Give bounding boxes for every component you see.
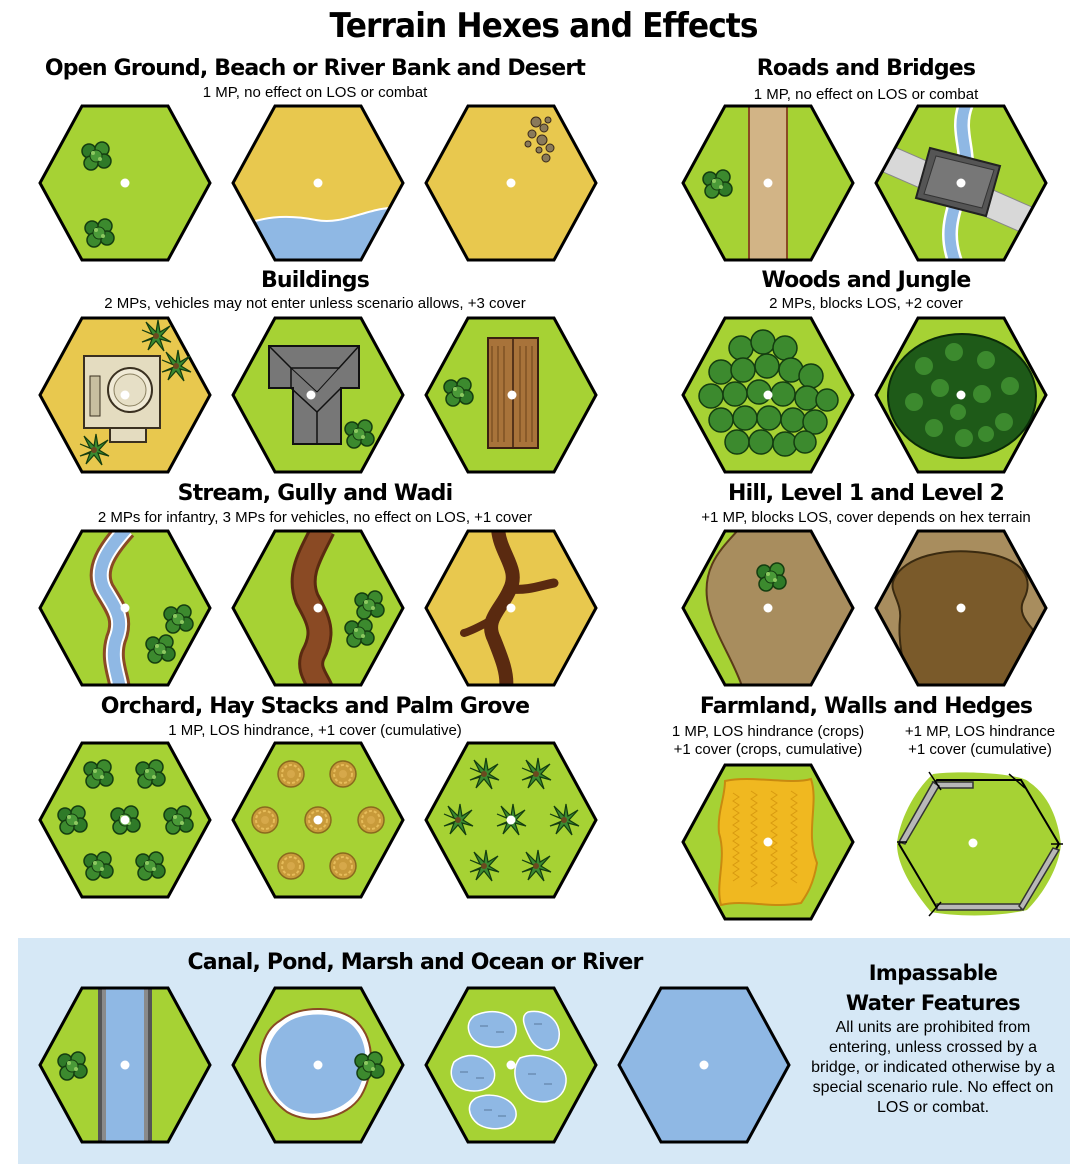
hex-palm-grove [424,741,598,899]
section-title-stream: Stream, Gully and Wadi [177,481,453,506]
hex-walls-hedges [897,771,1063,917]
hex-woods [681,316,855,474]
hex-ocean-river [617,986,791,1144]
section-sub-roads: 1 MP, no effect on LOS or combat [753,86,979,103]
hex-hill-level1 [681,529,855,687]
section-sub-buildings: 2 MPs, vehicles may not enter unless sce… [104,295,526,312]
hex-wadi [424,529,598,687]
hex-jungle [874,316,1048,474]
hex-pond [231,986,405,1144]
hex-marsh [424,986,598,1144]
section-title-orchard: Orchard, Hay Stacks and Palm Grove [100,694,530,719]
section-sub-stream: 2 MPs for infantry, 3 MPs for vehicles, … [97,509,533,526]
farmland-crops-line1: 1 MP, LOS hindrance (crops) [671,723,865,740]
section-title-farmland: Farmland, Walls and Hedges [699,694,1033,719]
hex-bridge [874,104,1048,262]
section-sub-orchard: 1 MP, LOS hindrance, +1 cover (cumulativ… [168,722,462,739]
section-sub-open-ground: 1 MP, no effect on LOS or combat [202,84,428,101]
hex-road [681,104,855,262]
section-title-open-ground: Open Ground, Beach or River Bank and Des… [44,56,586,81]
impassable-title-line2: Water Features [845,991,1021,1015]
hex-building-compound [38,316,212,474]
hex-building-log [424,316,598,474]
impassable-description: All units are prohibited from entering, … [811,1019,1055,1116]
hex-hill-level2 [874,529,1048,687]
section-title-hill: Hill, Level 1 and Level 2 [727,481,1005,506]
hex-canal [38,986,212,1144]
section-title-woods: Woods and Jungle [761,268,971,293]
section-sub-hill: +1 MP, blocks LOS, cover depends on hex … [701,509,1031,526]
hex-open-ground [38,104,212,262]
hex-gully [231,529,405,687]
farmland-crops-line2: +1 cover (crops, cumulative) [673,741,863,758]
hex-farmland-crops [681,763,855,921]
page-title: Terrain Hexes and Effects [329,6,758,46]
hex-stream [38,529,212,687]
farmland-walls-line1: +1 MP, LOS hindrance [904,723,1056,740]
section-title-buildings: Buildings [260,268,370,293]
hex-center-dot [120,178,130,188]
impassable-title-line1: Impassable [868,961,998,985]
hex-desert [424,104,598,262]
section-title-water: Canal, Pond, Marsh and Ocean or River [187,950,643,975]
farmland-walls-line2: +1 cover (cumulative) [908,741,1052,758]
section-title-roads: Roads and Bridges [756,56,976,81]
hex-hay-stacks [231,741,405,899]
section-sub-woods: 2 MPs, blocks LOS, +2 cover [769,295,963,312]
hex-building-roof [231,316,405,474]
impassable-title: Impassable Water Features [818,958,1048,1018]
hex-beach [231,104,405,262]
hex-orchard [38,741,212,899]
